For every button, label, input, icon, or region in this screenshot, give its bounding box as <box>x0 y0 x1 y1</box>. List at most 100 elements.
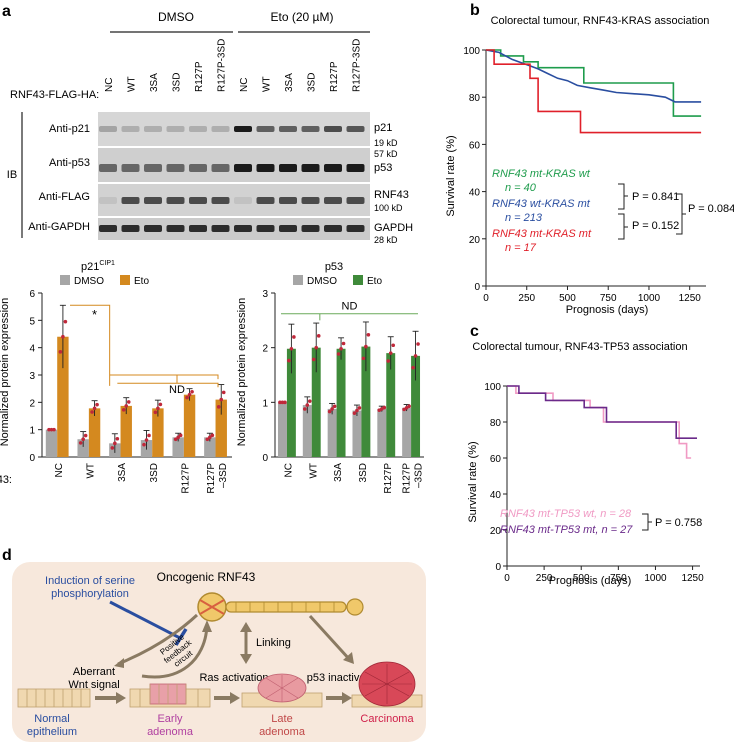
band-p21 <box>256 126 275 132</box>
legend-kras-1-n: n = 40 <box>505 182 537 194</box>
replicate-dot <box>176 435 180 440</box>
band-rnf43-label: RNF43 <box>374 189 409 201</box>
replicate-dot <box>327 409 332 414</box>
wnt-line1: Aberrant <box>73 666 115 678</box>
replicate-dot <box>332 404 337 409</box>
replicate-dot <box>330 407 334 411</box>
replicate-dot <box>289 346 294 351</box>
group-eto-label: Eto (20 µM) <box>271 10 334 24</box>
y-tick-label: 40 <box>469 188 481 199</box>
survival-curve <box>486 49 702 134</box>
bar <box>361 346 371 457</box>
linking-arrow-up <box>240 622 252 632</box>
replicate-dot <box>386 359 391 363</box>
legend-label: DMSO <box>307 276 337 287</box>
pval-bracket-3 <box>676 193 686 235</box>
category-label: 3SA <box>117 463 128 482</box>
x-tick-label: 0 <box>504 573 510 584</box>
oncogene-label: Oncogenic RNF43 <box>157 570 256 584</box>
x-tick-label: 500 <box>559 293 576 304</box>
survival-curve <box>507 385 697 440</box>
y-tick-label: 80 <box>469 93 481 104</box>
replicate-dot <box>280 400 285 405</box>
arrow-to-wnt <box>117 613 199 666</box>
induction-line1: Induction of serine <box>45 575 135 587</box>
band-gapdh <box>189 225 207 232</box>
stage-late-line2: adenoma <box>259 726 306 738</box>
nd-label: ND <box>169 384 185 396</box>
lane-label: NC <box>104 78 115 92</box>
replicate-dot <box>47 427 51 432</box>
band-p21 <box>121 126 140 132</box>
y-tick-label: 0 <box>262 453 268 464</box>
category-label: 3SD <box>358 463 369 482</box>
replicate-dot <box>302 407 307 411</box>
km2-xlabel: Prognosis (days) <box>549 575 632 587</box>
y-tick-label: 3 <box>29 371 35 382</box>
band-flag <box>346 197 365 204</box>
band-flag <box>189 197 207 204</box>
bar <box>311 347 321 457</box>
y-tick-label: 100 <box>463 46 480 57</box>
pval-2: P = 0.152 <box>632 220 679 232</box>
replicate-dot <box>316 334 321 338</box>
stage-arrow-3-head <box>342 692 352 704</box>
bar2-title: p53 <box>325 261 343 273</box>
bar1-title: p21CIP1 <box>81 260 115 273</box>
blot-p21-antibody: Anti-p21 <box>49 123 90 135</box>
pval-bracket-1 <box>618 183 628 210</box>
replicate-dot <box>283 400 287 405</box>
x-tick-label: 1250 <box>679 293 702 304</box>
legend-label: Eto <box>367 276 382 287</box>
bar <box>120 405 132 457</box>
y-tick-label: 2 <box>29 398 35 409</box>
survival-curve <box>486 49 702 117</box>
band-p53 <box>324 164 342 172</box>
bar <box>336 348 346 457</box>
bar <box>286 348 296 457</box>
km1-title: Colorectal tumour, RNF43-KRAS associatio… <box>491 15 710 27</box>
late-adenoma-cells <box>241 673 323 708</box>
band-gapdh <box>144 225 162 232</box>
legend-swatch <box>293 275 303 285</box>
replicate-dot <box>156 406 160 411</box>
ib-label: IB <box>7 169 17 181</box>
replicate-dot <box>407 404 411 409</box>
bar <box>183 394 196 457</box>
bar <box>77 439 89 457</box>
lane-label: 3SD <box>172 73 183 92</box>
lane-label: R127P-3SD <box>217 39 228 92</box>
category-label: –3SD <box>218 463 229 488</box>
replicate-dot <box>391 343 396 348</box>
x-tick-label: 500 <box>573 573 590 584</box>
replicate-dot <box>144 438 149 442</box>
legend-swatch <box>60 275 70 285</box>
bar <box>88 408 101 457</box>
legend-tp53-1: RNF43 mt-TP53 wt, n = 28 <box>500 508 632 520</box>
stage-normal-line2: epithelium <box>27 726 77 738</box>
arrow-to-p53-head <box>343 652 354 664</box>
band-p53 <box>234 164 252 172</box>
wnt-line2: Wnt signal <box>68 679 119 691</box>
band-flag <box>144 197 162 204</box>
y-tick-label: 100 <box>484 382 501 393</box>
replicate-dot <box>121 408 126 412</box>
y-tick-label: 0 <box>495 562 501 573</box>
replicate-dot <box>221 390 226 395</box>
y-tick-label: 0 <box>29 453 35 464</box>
y-tick-label: 80 <box>490 418 502 429</box>
category-label: 3SA <box>333 463 344 482</box>
lane-labels: NC WT 3SA 3SD R127P R127P-3SD NC WT 3SA 3SD R127P R… <box>104 39 363 92</box>
band-p21 <box>279 126 297 132</box>
band-flag <box>166 197 185 204</box>
construct-label: RNF43-FLAG-HA: <box>10 89 99 101</box>
lane-label: 3SD <box>307 73 318 92</box>
x-tick-label: 250 <box>536 573 553 584</box>
y-tick-label: 5 <box>29 316 35 327</box>
replicate-dot <box>352 411 357 415</box>
band-p53 <box>256 164 275 172</box>
lane-label: WT <box>127 76 138 92</box>
panel-d: d Oncogenic RNF43 Induction of serine ph… <box>2 547 426 742</box>
replicate-dot <box>311 357 316 362</box>
x-tick-label: 1250 <box>681 573 704 584</box>
